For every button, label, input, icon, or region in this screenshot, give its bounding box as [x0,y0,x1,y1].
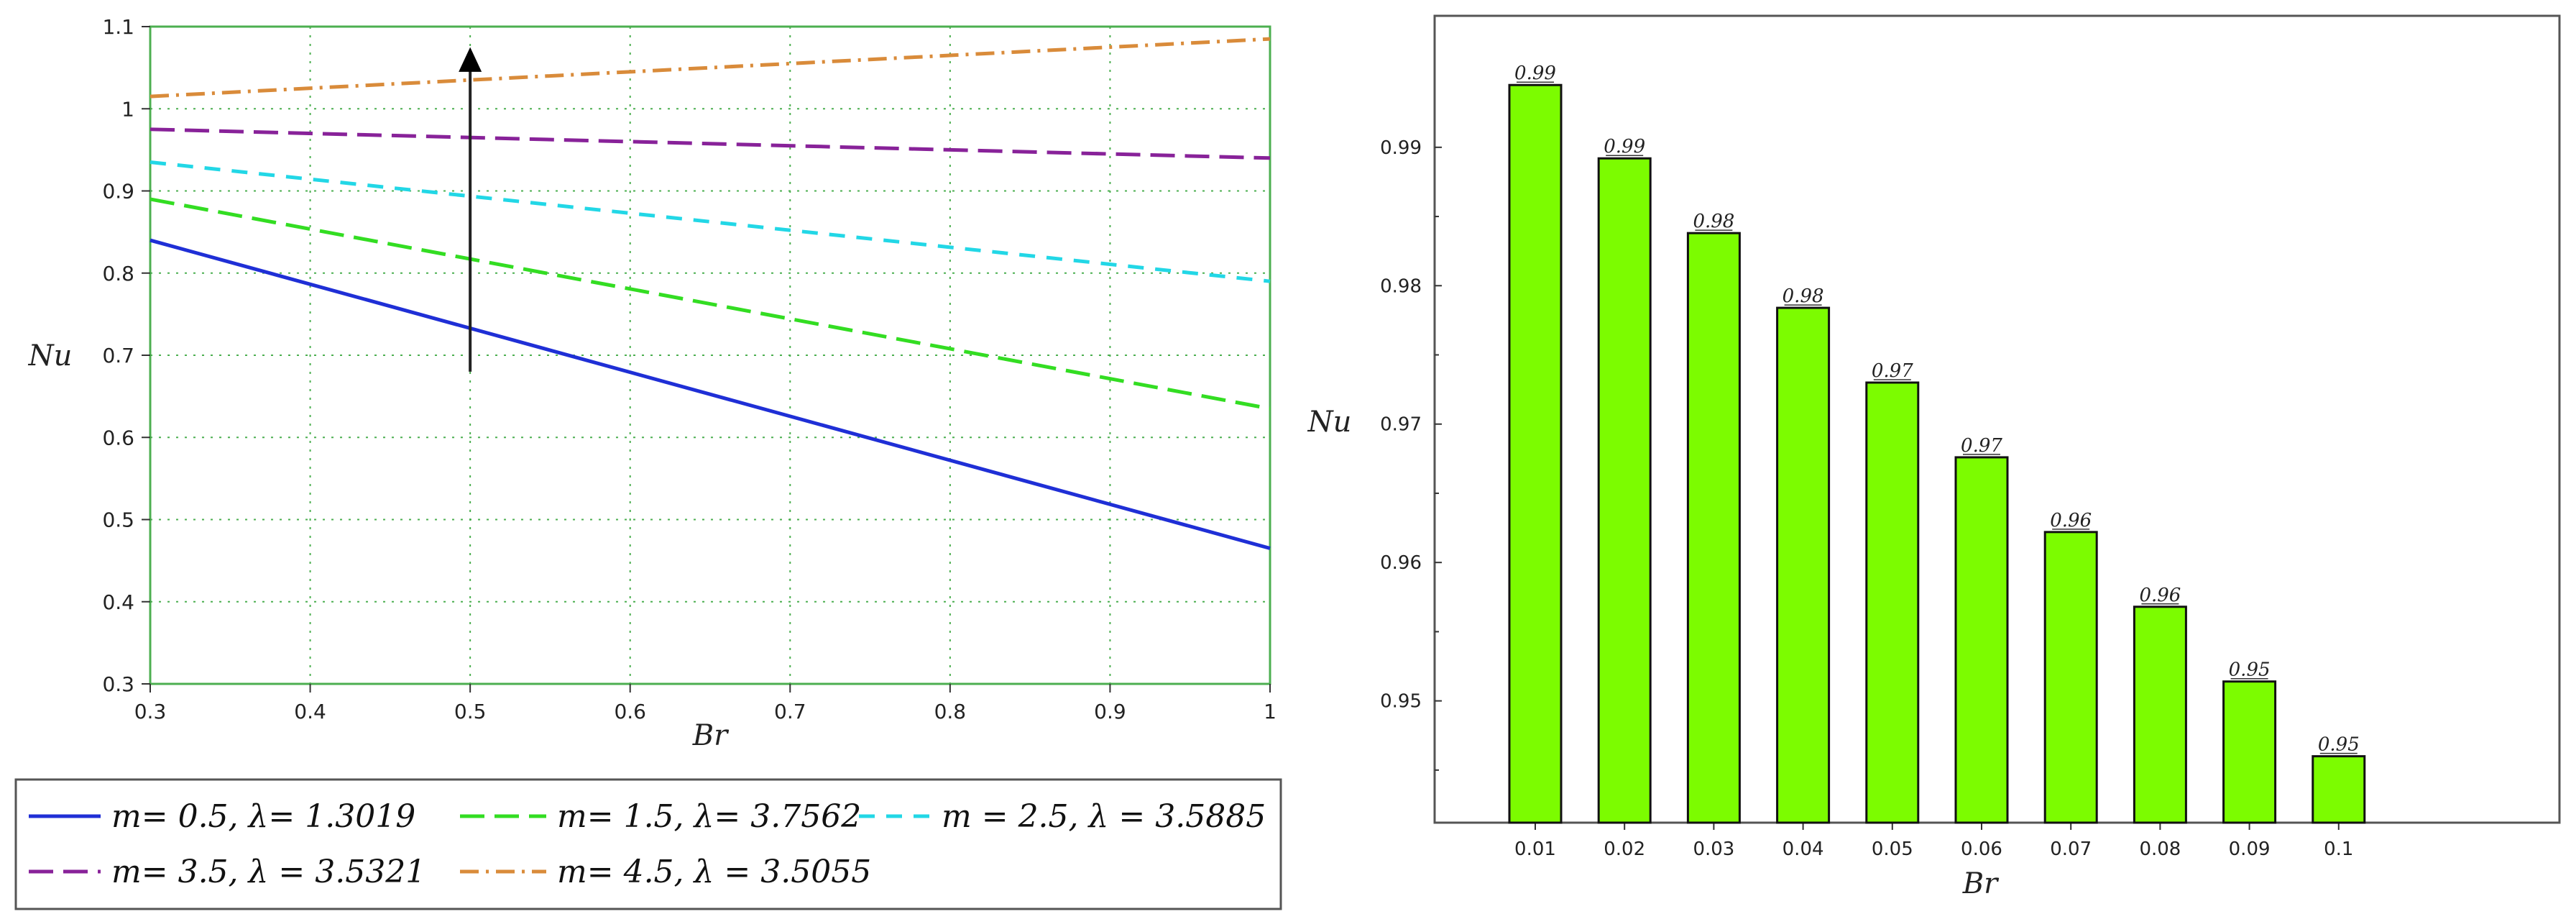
legend-label: m= 1.5, λ= 3.7562 [557,798,861,835]
bar [2043,531,2098,824]
y-tick-label: 0.5 [102,508,134,532]
annotation-arrow-head [459,47,482,72]
legend: m= 0.5, λ= 1.3019 m= 1.5, λ= 3.7562 m = … [14,778,1282,910]
bar-data-label: 0.98 [1693,211,1734,232]
y-tick-label: 0.95 [1380,691,1422,713]
bar-chart: 0.95 0.96 0.97 0.98 0.99 0.01 0.02 0.03 0.04 0.05… [1307,14,2561,900]
bar [1865,381,1920,824]
y-tick-label: 0.97 [1380,414,1422,436]
legend-item: m = 2.5, λ = 3.5885 [859,798,1266,835]
y-tick-label: 0.98 [1380,275,1422,297]
x-tick-label: 0.06 [1961,838,2002,860]
bar [1686,232,1741,824]
y-tick-label: 0.4 [102,590,134,614]
y-tick-label: 0.3 [102,672,134,696]
legend-label: m = 2.5, λ = 3.5885 [942,798,1266,835]
bar [1954,456,2009,824]
x-tick-label: 0.4 [294,700,326,723]
series-line [150,238,1271,550]
line-chart-series [150,37,1271,550]
bar-data-label: 0.99 [1514,63,1556,84]
x-tick-label: 0.05 [1872,838,1913,860]
series-line [150,160,1271,283]
bar [2222,680,2277,824]
bar-chart-ticks: 0.95 0.96 0.97 0.98 0.99 0.01 0.02 0.03 0.04 0.05… [1380,137,2353,860]
y-tick-label: 0.8 [102,262,134,285]
line-chart: 0.3 0.4 0.5 0.6 0.7 0.8 0.9 1 0.3 0.4 0.5 0.6 0.7 0.8… [14,15,1282,910]
line-chart-ylabel: Nu [28,339,73,373]
bar-data-label: 0.97 [1961,435,2002,457]
bar-chart-ylabel: Nu [1307,406,1352,439]
legend-label: m= 3.5, λ = 3.5321 [111,854,426,890]
series-line [150,37,1271,99]
bar-data-label: 0.98 [1782,285,1824,307]
y-tick-label: 0.7 [102,344,134,367]
line-chart-xlabel: Br [692,719,730,752]
x-tick-label: 0.02 [1604,838,1645,860]
x-tick-label: 0.08 [2139,838,2181,860]
x-tick-label: 0.8 [934,700,967,723]
series-line [150,197,1271,411]
x-tick-label: 1 [1264,700,1276,723]
x-tick-label: 0.9 [1094,700,1126,723]
bar-data-label: 0.95 [2318,734,2360,756]
bar-chart-xlabel: Br [1962,867,2000,900]
bar-data-label: 0.99 [1604,136,1645,157]
bar [2133,605,2187,824]
legend-item: m= 3.5, λ = 3.5321 [29,854,426,890]
series-line [150,127,1271,160]
y-tick-label: 1 [121,97,134,121]
legend-label: m= 4.5, λ = 3.5055 [557,854,871,890]
x-tick-label: 0.7 [774,700,806,723]
line-chart-ticks: 0.3 0.4 0.5 0.6 0.7 0.8 0.9 1 0.3 0.4 0.5 0.6 0.7 0.8… [102,15,1276,723]
legend-label: m= 0.5, λ= 1.3019 [111,798,415,835]
bar-data-label: 0.95 [2229,659,2271,681]
line-chart-plot-area [149,25,1271,685]
bar-data-label: 0.96 [2139,585,2181,606]
annotation-arrow [459,47,482,372]
x-tick-label: 0.01 [1514,838,1556,860]
y-tick-label: 0.9 [102,180,134,204]
legend-item: m= 1.5, λ= 3.7562 [460,798,861,835]
y-tick-label: 0.96 [1380,552,1422,574]
bar [1597,157,1652,824]
y-tick-label: 1.1 [102,15,134,39]
x-tick-label: 0.07 [2050,838,2092,860]
bar-data-label: 0.97 [1872,360,1913,382]
line-chart-grid [150,26,1271,685]
legend-item: m= 0.5, λ= 1.3019 [29,798,415,835]
x-tick-label: 0.3 [134,700,167,723]
legend-item: m= 4.5, λ = 3.5055 [460,854,871,890]
x-tick-label: 0.6 [614,700,646,723]
x-tick-label: 0.1 [2324,838,2353,860]
bar-chart-bars: 0.99 0.99 0.98 0.98 0.97 0.97 0.96 0.96 0.95 0.95 [1508,63,2366,824]
x-tick-label: 0.5 [454,700,487,723]
x-tick-label: 0.03 [1693,838,1734,860]
bar [2312,755,2366,824]
y-tick-label: 0.6 [102,426,134,449]
legend-box [14,778,1282,910]
bar [1508,83,1563,824]
bar [1776,306,1831,824]
bar-data-label: 0.96 [2050,510,2092,531]
x-tick-label: 0.04 [1782,838,1824,860]
y-tick-label: 0.99 [1380,137,1422,159]
x-tick-label: 0.09 [2229,838,2271,860]
